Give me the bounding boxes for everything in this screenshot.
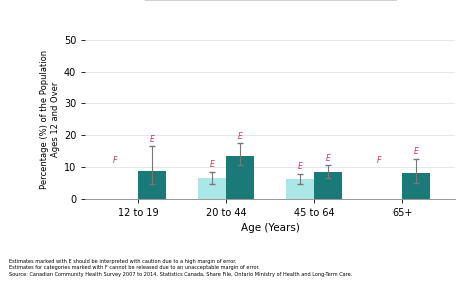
Bar — [198, 178, 226, 199]
Bar — [286, 179, 314, 199]
Bar — [402, 173, 430, 199]
Text: F: F — [377, 156, 382, 165]
Bar — [226, 156, 255, 199]
X-axis label: Age (Years): Age (Years) — [241, 224, 300, 233]
Text: E: E — [238, 131, 243, 141]
Text: E: E — [210, 160, 215, 169]
Text: E: E — [298, 162, 302, 172]
Bar — [138, 171, 166, 199]
Text: E: E — [414, 147, 419, 156]
Text: Estimates marked with E should be interpreted with caution due to a high margin : Estimates marked with E should be interp… — [9, 259, 353, 277]
Text: E: E — [150, 135, 155, 144]
Y-axis label: Percentage (%) of the Population
Ages 12 and Over: Percentage (%) of the Population Ages 12… — [40, 50, 60, 189]
Text: E: E — [326, 154, 331, 163]
Bar — [314, 172, 342, 199]
Text: F: F — [113, 156, 118, 165]
